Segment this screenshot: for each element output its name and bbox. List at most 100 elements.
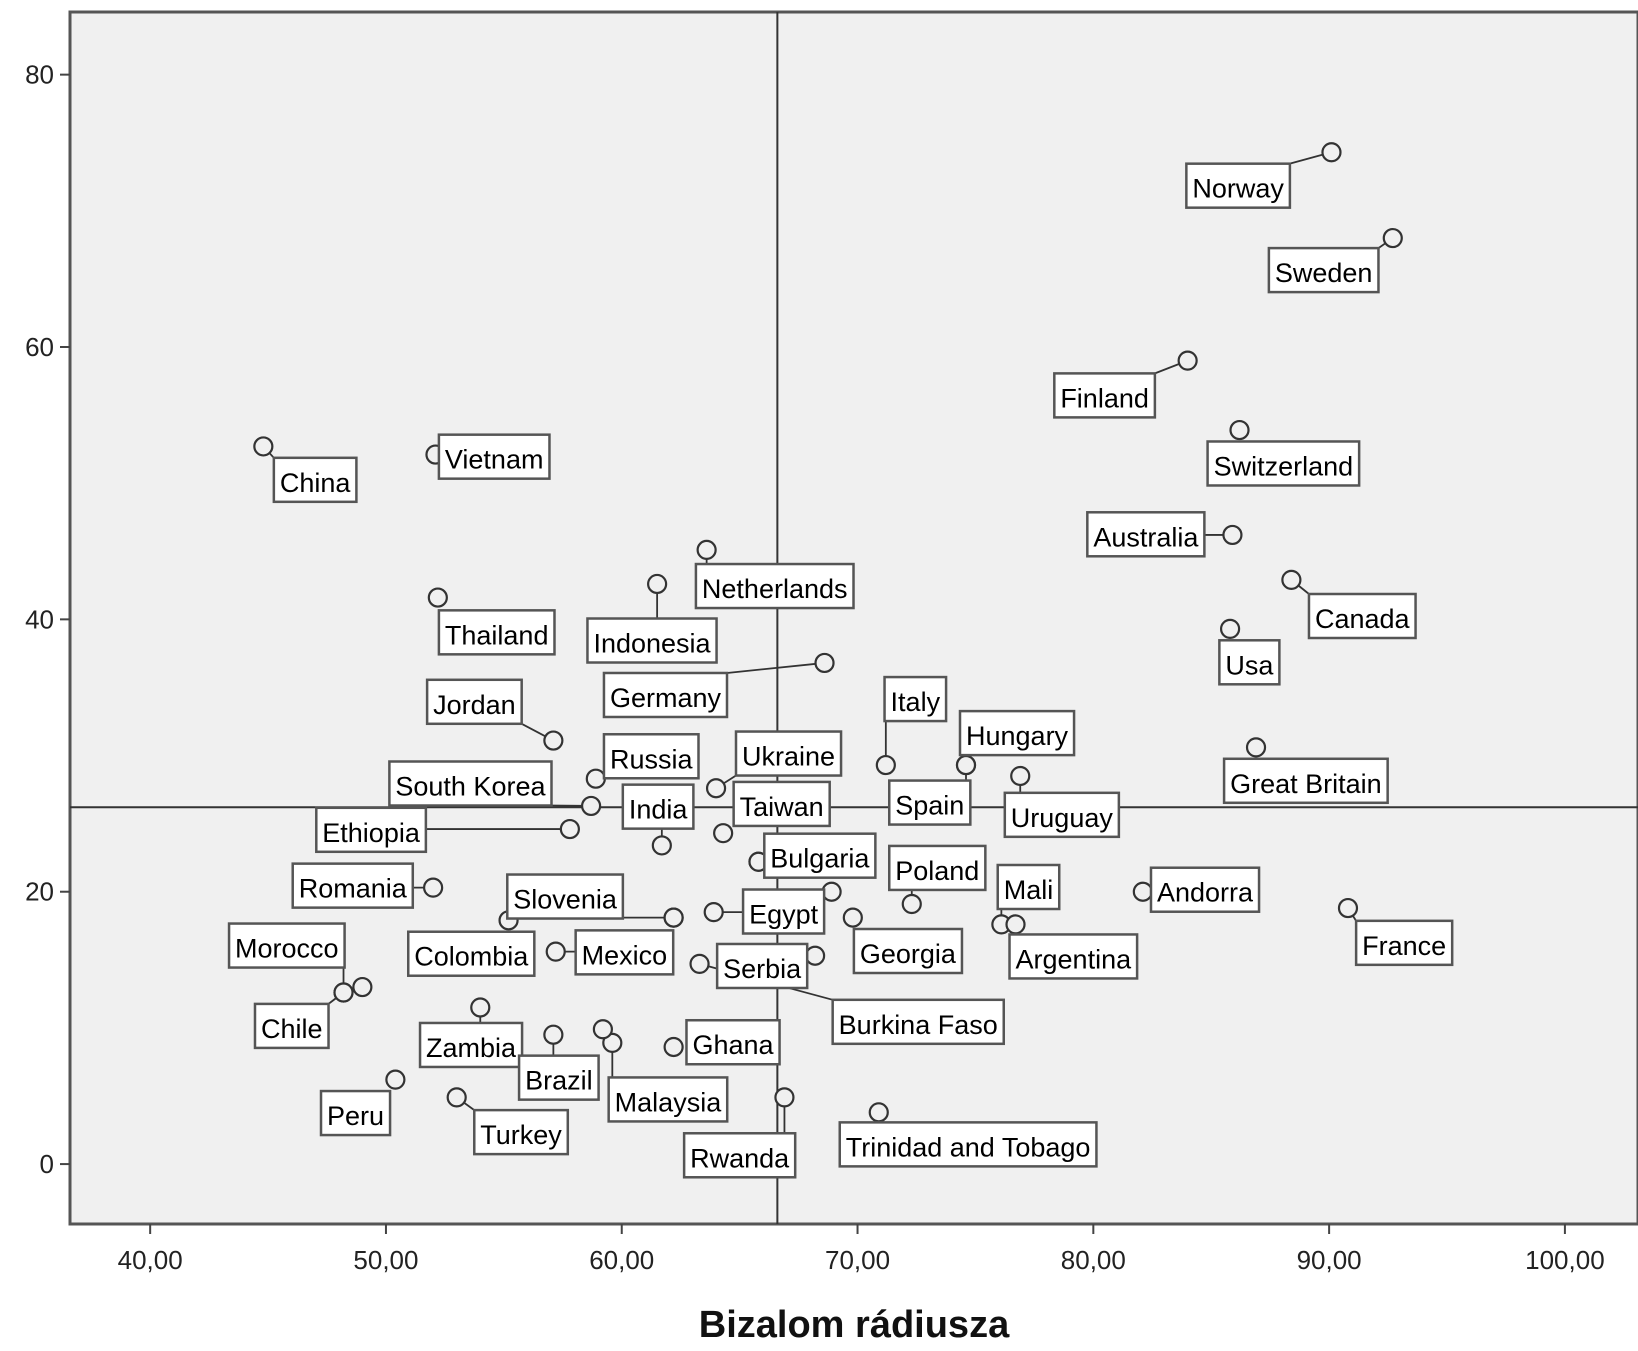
x-tick-label: 100,00 xyxy=(1525,1245,1605,1275)
point-label: Chile xyxy=(261,1014,323,1044)
point-label: Andorra xyxy=(1157,878,1254,908)
point-label: Slovenia xyxy=(513,885,618,915)
data-point xyxy=(844,909,862,927)
x-axis-title: Bizalom rádiusza xyxy=(699,1304,1010,1346)
x-tick-label: 60,00 xyxy=(589,1245,654,1275)
data-point xyxy=(448,1088,466,1106)
point-label: Burkina Faso xyxy=(839,1010,998,1040)
data-point xyxy=(714,824,732,842)
point-label: Germany xyxy=(610,683,722,713)
data-point xyxy=(1247,738,1265,756)
data-point xyxy=(957,756,975,774)
point-label: Finland xyxy=(1060,383,1149,413)
data-point xyxy=(594,1020,612,1038)
point-label: Uruguay xyxy=(1011,803,1114,833)
point-label: Argentina xyxy=(1016,944,1133,974)
data-point xyxy=(870,1103,888,1121)
data-point xyxy=(648,575,666,593)
data-point xyxy=(353,978,371,996)
point-label: India xyxy=(629,795,689,825)
point-label: Rwanda xyxy=(690,1143,790,1173)
y-tick-label: 0 xyxy=(40,1149,54,1179)
data-point xyxy=(705,903,723,921)
point-label: Mali xyxy=(1004,875,1054,905)
data-point xyxy=(1384,229,1402,247)
point-label: Georgia xyxy=(860,939,957,969)
data-point xyxy=(1007,915,1025,933)
data-point xyxy=(561,820,579,838)
data-point xyxy=(429,589,447,607)
data-point xyxy=(1339,899,1357,917)
data-point xyxy=(544,732,562,750)
data-point xyxy=(582,797,600,815)
point-label: Switzerland xyxy=(1214,451,1354,481)
data-point xyxy=(691,955,709,973)
data-point xyxy=(1179,352,1197,370)
data-point xyxy=(424,879,442,897)
data-point xyxy=(386,1071,404,1089)
point-label: Vietnam xyxy=(445,445,544,475)
point-label: France xyxy=(1362,931,1446,961)
point-label: Peru xyxy=(327,1101,384,1131)
data-point xyxy=(1282,571,1300,589)
data-point xyxy=(1223,526,1241,544)
data-point xyxy=(544,1026,562,1044)
point-label: Romania xyxy=(299,874,408,904)
data-point xyxy=(816,654,834,672)
point-label: Great Britain xyxy=(1230,769,1382,799)
data-point xyxy=(665,909,683,927)
y-tick-label: 60 xyxy=(25,332,54,362)
data-point xyxy=(335,983,353,1001)
data-point xyxy=(653,836,671,854)
data-point xyxy=(1231,421,1249,439)
point-label: Ethiopia xyxy=(322,818,421,848)
point-label: Australia xyxy=(1093,522,1199,552)
data-point xyxy=(698,541,716,559)
x-tick-label: 80,00 xyxy=(1061,1245,1126,1275)
point-label: Turkey xyxy=(480,1120,562,1150)
point-label: Bulgaria xyxy=(770,844,870,874)
data-point xyxy=(1221,620,1239,638)
x-tick-label: 90,00 xyxy=(1297,1245,1362,1275)
point-label: Thailand xyxy=(445,620,549,650)
point-label: Usa xyxy=(1225,650,1274,680)
point-label: Poland xyxy=(895,856,979,886)
point-label: Sweden xyxy=(1275,258,1373,288)
point-label: Ghana xyxy=(692,1030,774,1060)
data-point xyxy=(1011,767,1029,785)
point-label: Italy xyxy=(891,687,941,717)
data-point xyxy=(471,998,489,1016)
data-point xyxy=(665,1038,683,1056)
data-point xyxy=(806,947,824,965)
point-label: Zambia xyxy=(426,1033,517,1063)
data-point xyxy=(903,895,921,913)
x-tick-label: 40,00 xyxy=(118,1245,183,1275)
y-tick-label: 40 xyxy=(25,604,54,634)
point-label: South Korea xyxy=(395,772,546,802)
data-point xyxy=(1134,883,1152,901)
point-label: Colombia xyxy=(414,942,529,972)
point-label: Morocco xyxy=(235,934,339,964)
point-label: Jordan xyxy=(433,690,516,720)
point-label: China xyxy=(280,468,352,498)
data-point xyxy=(707,779,725,797)
point-label: Spain xyxy=(895,791,964,821)
y-tick-label: 80 xyxy=(25,60,54,90)
point-label: Ukraine xyxy=(742,742,835,772)
point-label: Hungary xyxy=(966,721,1069,751)
point-label: Brazil xyxy=(525,1066,593,1096)
data-point xyxy=(877,756,895,774)
point-label: Netherlands xyxy=(702,574,848,604)
point-label: Russia xyxy=(610,744,694,774)
y-tick-label: 20 xyxy=(25,877,54,907)
x-tick-label: 50,00 xyxy=(353,1245,418,1275)
point-label: Canada xyxy=(1315,604,1411,634)
point-label: Taiwan xyxy=(740,792,824,822)
point-label: Egypt xyxy=(749,900,819,930)
point-label: Indonesia xyxy=(593,629,711,659)
data-point xyxy=(775,1088,793,1106)
data-point xyxy=(587,770,605,788)
point-label: Serbia xyxy=(723,954,802,984)
point-label: Malaysia xyxy=(615,1087,723,1117)
